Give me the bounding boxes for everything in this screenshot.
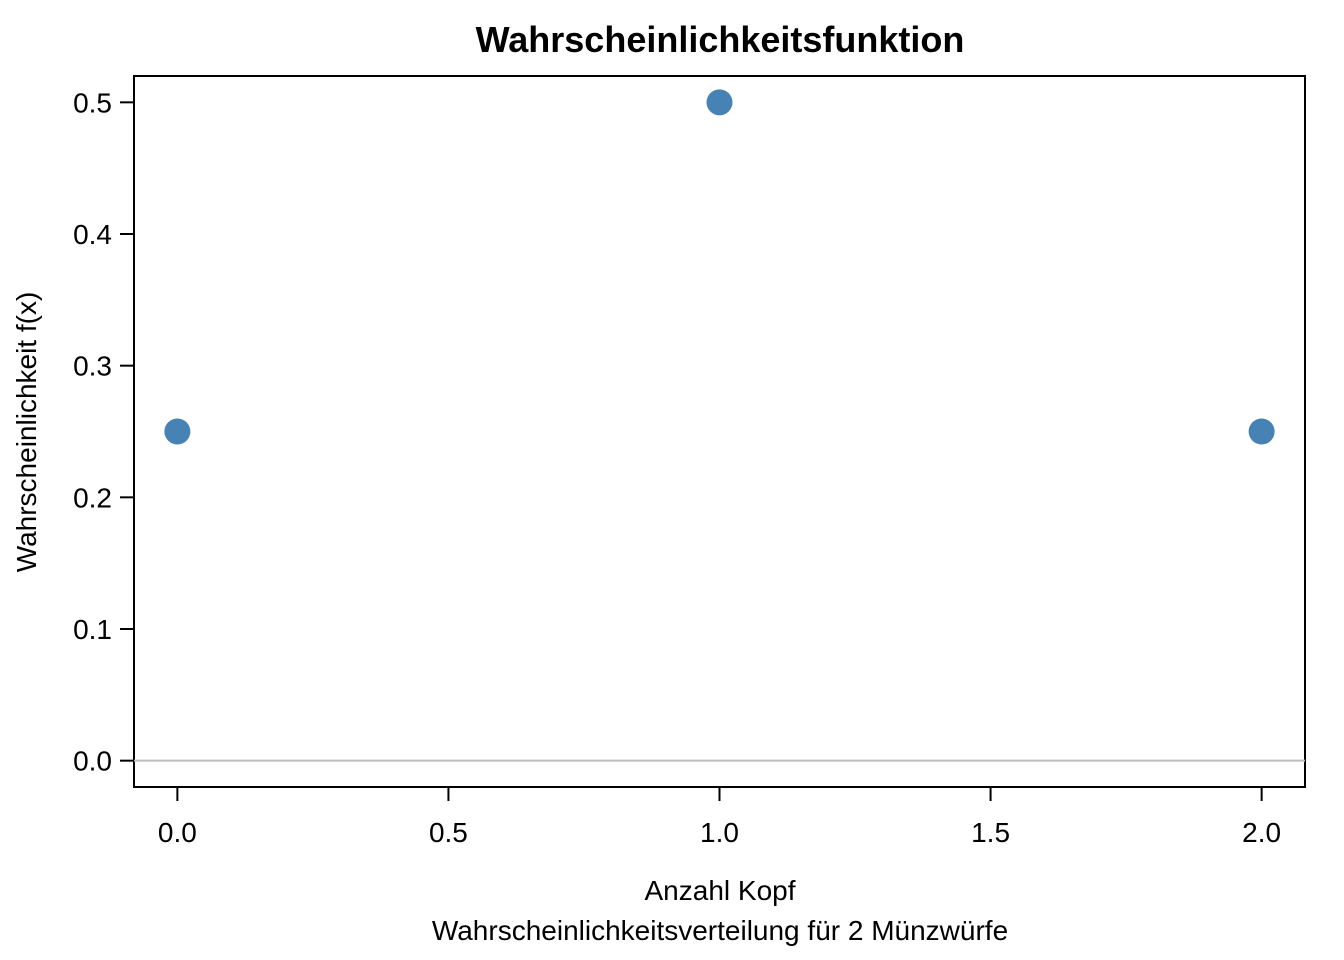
data-point: [1248, 418, 1275, 445]
y-tick-label: 0.5: [73, 87, 112, 118]
x-tick-label: 1.0: [700, 817, 739, 848]
x-tick-label: 0.0: [158, 817, 197, 848]
x-tick-label: 0.5: [429, 817, 468, 848]
x-axis-label: Anzahl Kopf: [645, 875, 796, 906]
chart-subtitle: Wahrscheinlichkeitsverteilung für 2 Münz…: [432, 915, 1008, 946]
x-tick-label: 2.0: [1242, 817, 1281, 848]
x-tick-label: 1.5: [971, 817, 1010, 848]
x-axis: 0.0 0.5 1.0 1.5 2.0: [158, 787, 1281, 848]
plot-frame: [133, 75, 1306, 788]
y-tick-label: 0.4: [73, 219, 112, 250]
y-tick-label: 0.2: [73, 482, 112, 513]
y-tick-label: 0.0: [73, 746, 112, 777]
y-axis-label: Wahrscheinlichkeit f(x): [11, 292, 42, 573]
chart-title: Wahrscheinlichkeitsfunktion: [476, 19, 965, 60]
data-points: [164, 89, 1275, 445]
y-axis: 0.0 0.1 0.2 0.3 0.4 0.5: [73, 87, 134, 777]
data-point: [706, 89, 733, 116]
y-tick-label: 0.3: [73, 351, 112, 382]
data-point: [164, 418, 191, 445]
y-tick-label: 0.1: [73, 614, 112, 645]
